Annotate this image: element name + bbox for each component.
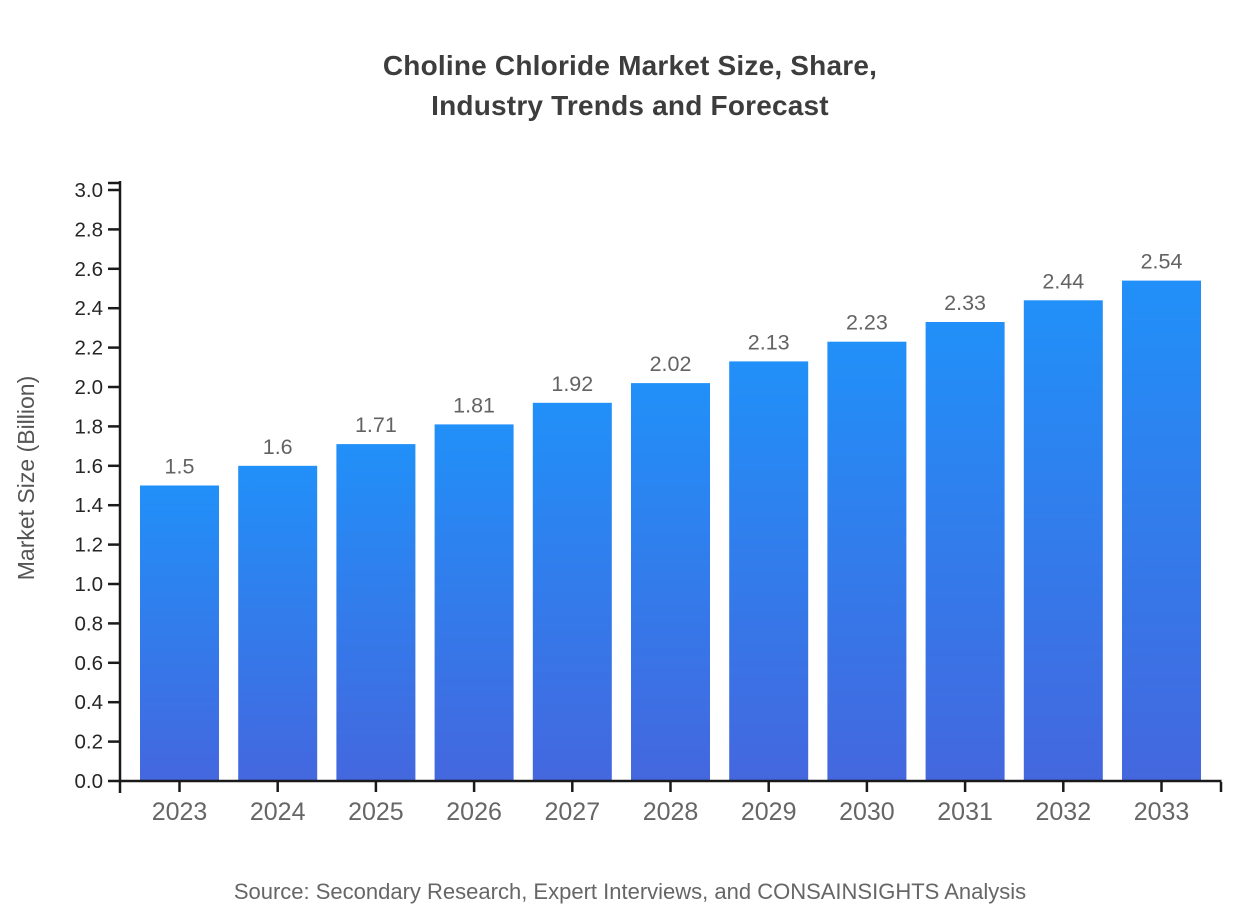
bar-value-label: 1.5 — [165, 455, 195, 479]
bar-2024 — [238, 465, 318, 781]
bar-2032 — [1023, 300, 1103, 781]
x-tick-label: 2024 — [250, 798, 306, 826]
y-tick-label: 1.8 — [75, 415, 104, 438]
y-tick-label: 2.4 — [75, 297, 104, 320]
bar-value-label: 1.71 — [355, 413, 397, 437]
bar-value-label: 1.81 — [453, 393, 495, 417]
bar-value-label: 2.13 — [748, 330, 790, 354]
chart-title-line-1: Choline Chloride Market Size, Share, — [382, 50, 878, 81]
x-tick-label: 2029 — [741, 798, 797, 826]
y-tick-label: 3.0 — [75, 179, 104, 202]
y-tick-label: 1.6 — [75, 455, 104, 478]
bar-2030 — [827, 341, 907, 781]
y-tick-label: 2.2 — [75, 337, 104, 360]
y-tick-label: 0.8 — [75, 612, 104, 635]
x-tick-label: 2025 — [348, 798, 404, 826]
y-tick-label: 0.0 — [75, 770, 104, 793]
bar-value-label: 2.23 — [846, 311, 888, 335]
bar-2029 — [729, 361, 809, 781]
y-tick-label: 2.6 — [75, 258, 104, 281]
bar-value-label: 2.02 — [650, 352, 692, 376]
y-tick-label: 1.4 — [75, 494, 104, 517]
y-tick-label: 2.0 — [75, 376, 104, 399]
y-tick-label: 1.0 — [75, 573, 104, 596]
bar-value-label: 1.6 — [263, 435, 293, 459]
bar-2023 — [140, 485, 219, 781]
bar-2028 — [631, 383, 710, 781]
y-tick-label: 2.8 — [75, 218, 104, 241]
bar-value-label: 2.54 — [1141, 250, 1183, 274]
bars-group: 1.5 2023 1.6 2024 1.71 2025 1.81 2026 1.92 2027 2.… — [140, 250, 1201, 826]
x-tick-label: 2032 — [1035, 798, 1091, 826]
y-tick-label: 0.6 — [75, 652, 104, 675]
x-tick-label: 2028 — [643, 798, 699, 826]
y-axis-ticks-group: 0.0 0.2 0.4 0.6 0.8 1.0 1.2 1.4 1.6 1.8 2.0 2.2 2.4 2… — [75, 179, 1223, 793]
x-tick-label: 2030 — [839, 798, 895, 826]
y-tick-label: 0.4 — [75, 691, 104, 714]
x-tick-label: 2026 — [446, 798, 502, 826]
bar-2033 — [1122, 280, 1201, 781]
x-tick-label: 2033 — [1134, 798, 1190, 826]
y-axis-title: Market Size (Billion) — [13, 376, 39, 581]
bar-value-label: 2.33 — [944, 291, 986, 315]
x-tick-label: 2031 — [937, 798, 993, 826]
bar-value-label: 2.44 — [1042, 269, 1084, 293]
bar-2031 — [925, 322, 1005, 781]
x-tick-label: 2023 — [152, 798, 208, 826]
chart-title-line-2: Industry Trends and Forecast — [431, 90, 829, 121]
chart-title: Choline Chloride Market Size, Share, Ind… — [0, 46, 1260, 126]
y-tick-label: 1.2 — [75, 534, 104, 557]
source-note: Source: Secondary Research, Expert Inter… — [233, 879, 1027, 904]
y-tick-label: 0.2 — [75, 731, 104, 754]
x-tick-label: 2027 — [544, 798, 600, 826]
bar-2025 — [336, 444, 416, 781]
bar-value-label: 1.92 — [551, 372, 593, 396]
bar-2026 — [434, 424, 514, 781]
bar-2027 — [532, 402, 612, 781]
